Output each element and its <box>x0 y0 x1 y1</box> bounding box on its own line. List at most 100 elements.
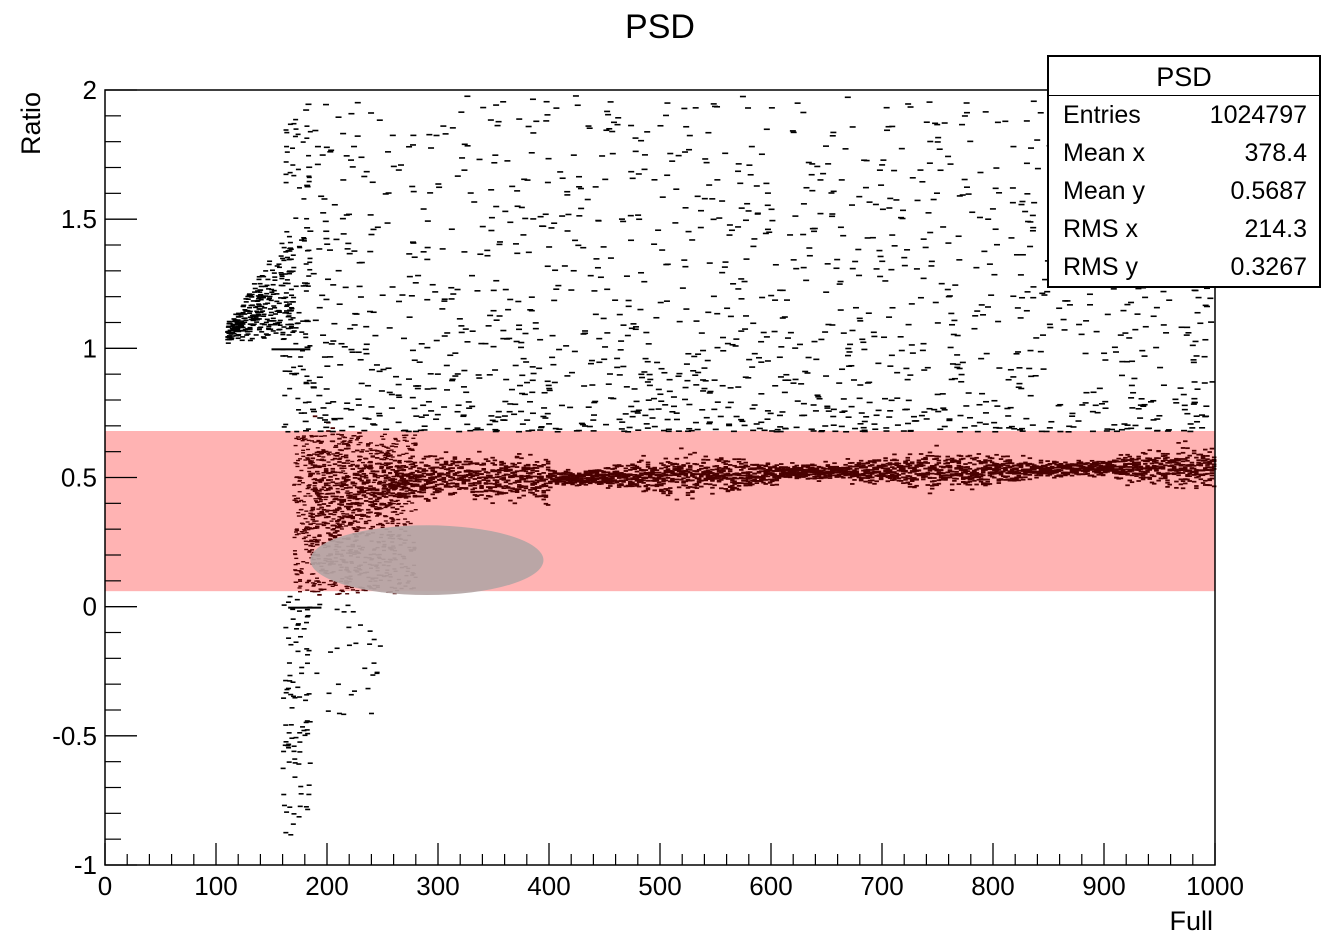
scatter-point <box>258 311 264 313</box>
scatter-point <box>468 472 473 475</box>
scatter-point <box>552 475 558 477</box>
scatter-point <box>294 476 299 479</box>
scatter-point <box>891 169 898 172</box>
scatter-point <box>1101 352 1108 355</box>
scatter-point <box>889 466 895 469</box>
scatter-point <box>497 471 502 474</box>
scatter-point <box>503 492 509 494</box>
scatter-point <box>244 330 250 333</box>
scatter-point <box>1045 474 1050 477</box>
scatter-point <box>306 486 311 489</box>
scatter-point <box>1183 468 1188 471</box>
scatter-point <box>389 466 394 468</box>
scatter-point <box>481 479 487 481</box>
scatter-point <box>356 521 361 523</box>
scatter-point <box>543 496 549 498</box>
scatter-point <box>271 289 277 292</box>
scatter-point <box>841 466 846 469</box>
scatter-point <box>350 460 355 463</box>
scatter-point <box>887 463 893 466</box>
scatter-point <box>763 479 768 481</box>
scatter-point <box>998 473 1004 476</box>
scatter-point <box>945 455 950 458</box>
scatter-point <box>360 490 365 492</box>
scatter-point <box>303 721 309 724</box>
scatter-point <box>306 649 312 652</box>
scatter-point <box>696 481 702 484</box>
scatter-point <box>308 523 313 526</box>
scatter-point <box>1203 459 1208 462</box>
scatter-point <box>961 469 966 472</box>
scatter-point <box>619 472 624 474</box>
scatter-point <box>867 474 873 477</box>
scatter-point <box>355 498 360 501</box>
scatter-point <box>277 328 283 331</box>
scatter-point <box>348 495 353 498</box>
scatter-point <box>541 483 546 486</box>
scatter-point <box>385 522 390 524</box>
scatter-point <box>770 478 775 481</box>
scatter-point <box>311 522 316 524</box>
scatter-point <box>357 296 364 298</box>
scatter-point <box>1180 463 1186 466</box>
scatter-point <box>659 484 664 487</box>
scatter-point <box>528 476 533 479</box>
scatter-point <box>354 486 360 489</box>
scatter-point <box>601 471 606 474</box>
scatter-point <box>326 515 331 518</box>
scatter-point <box>748 145 755 148</box>
scatter-point <box>319 523 324 525</box>
scatter-point <box>266 288 272 290</box>
scatter-point <box>963 468 968 471</box>
scatter-point <box>317 581 322 583</box>
scatter-point <box>923 456 928 459</box>
scatter-point <box>494 473 500 476</box>
scatter-point <box>588 470 593 473</box>
scatter-point <box>763 464 768 467</box>
scatter-point <box>765 463 771 466</box>
scatter-point <box>499 485 504 488</box>
scatter-point <box>809 189 816 192</box>
scatter-point <box>313 478 318 480</box>
scatter-point <box>513 340 520 343</box>
scatter-point <box>299 672 305 675</box>
scatter-point <box>268 311 274 314</box>
scatter-point <box>983 484 988 487</box>
scatter-point <box>316 539 321 541</box>
scatter-point <box>956 464 962 467</box>
scatter-point <box>331 418 338 421</box>
scatter-point <box>683 456 689 459</box>
scatter-point <box>1193 355 1200 357</box>
scatter-point <box>1151 458 1157 461</box>
scatter-point <box>858 459 864 462</box>
scatter-point <box>225 326 231 328</box>
scatter-point <box>1187 472 1192 475</box>
scatter-point <box>1163 475 1168 478</box>
scatter-point <box>397 492 402 494</box>
scatter-point <box>293 118 299 121</box>
scatter-point <box>727 470 733 473</box>
scatter-point <box>352 484 357 487</box>
scatter-point <box>490 462 495 465</box>
scatter-point <box>337 449 342 451</box>
scatter-point <box>894 371 901 374</box>
scatter-point <box>641 479 646 482</box>
scatter-point <box>670 470 675 473</box>
scatter-point <box>1203 462 1208 464</box>
scatter-point <box>605 471 611 474</box>
scatter-point <box>247 312 253 314</box>
scatter-point <box>1176 474 1181 477</box>
scatter-point <box>747 484 753 487</box>
scatter-point <box>949 457 955 460</box>
scatter-point <box>485 471 491 474</box>
scatter-point <box>1120 470 1126 473</box>
scatter-point <box>810 470 815 473</box>
scatter-point <box>963 476 968 479</box>
scatter-point <box>399 488 404 491</box>
scatter-point <box>1138 476 1144 479</box>
scatter-point <box>730 479 735 482</box>
scatter-point <box>923 461 928 463</box>
scatter-point <box>382 458 387 461</box>
scatter-point <box>1103 461 1108 464</box>
scatter-point <box>330 433 335 436</box>
